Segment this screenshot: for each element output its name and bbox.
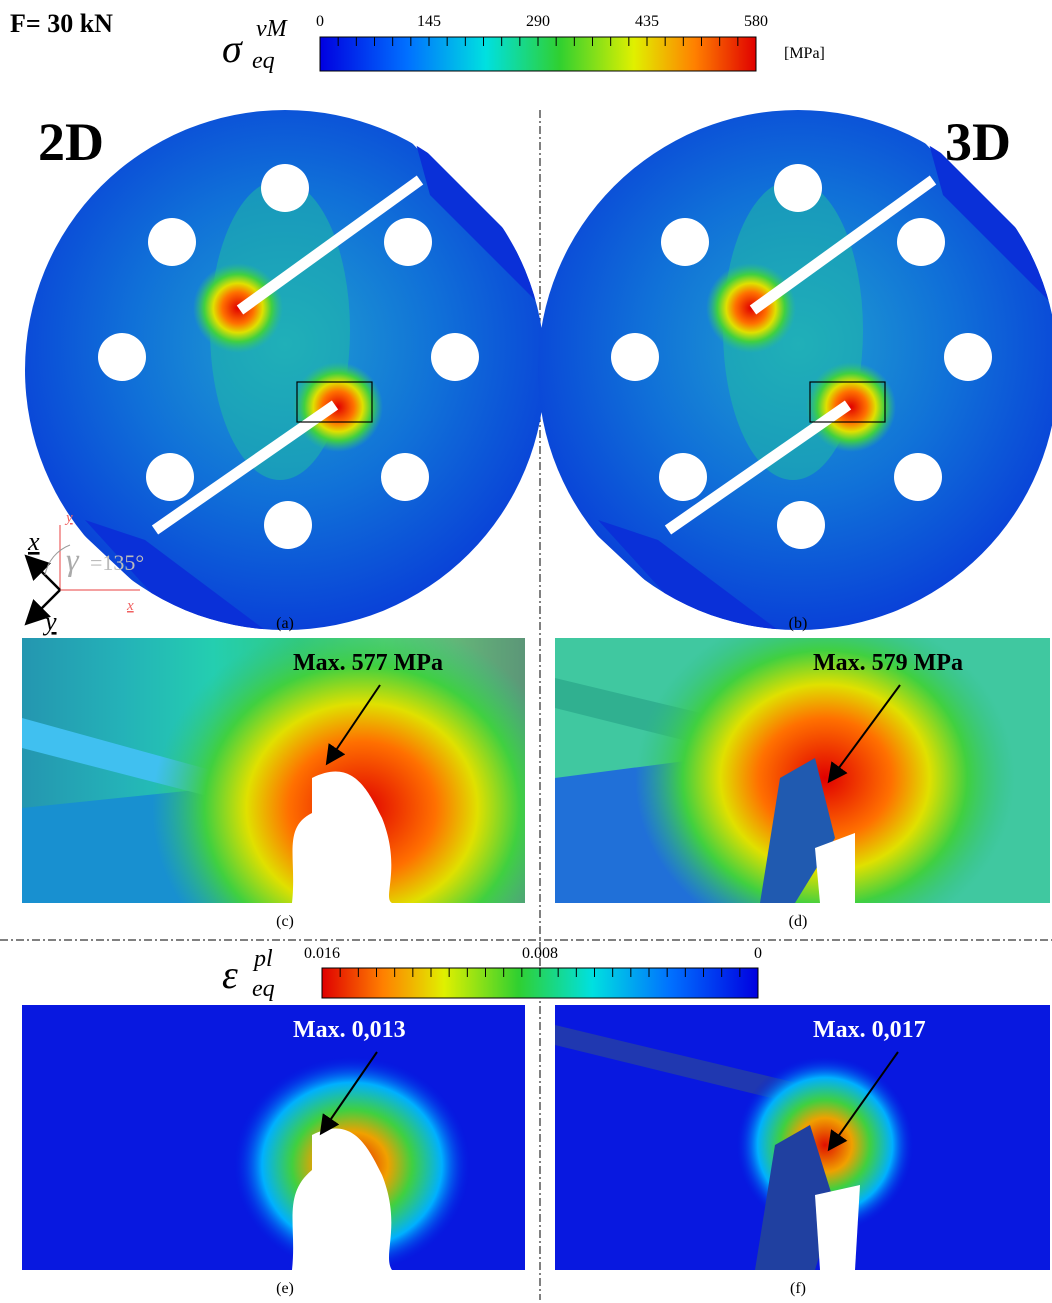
panel-title: 2D: [38, 112, 104, 172]
panel-label: (d): [789, 913, 808, 930]
panel-f-image: [555, 1005, 1050, 1270]
annotation-arrow: [319, 1051, 378, 1136]
max-annotation: Max. 0,017: [813, 1017, 926, 1043]
stress-superscript: vM: [256, 16, 289, 42]
stress-unit: [MPa]: [784, 45, 825, 62]
strain-tick: 0: [754, 945, 762, 962]
strain-subscript: eq: [252, 976, 275, 1002]
load-label: F= 30 kN: [10, 9, 113, 38]
stress-colorbar-ticks: [319, 37, 757, 46]
strain-tick: 0.008: [522, 945, 558, 962]
axis-x0: x: [126, 598, 134, 614]
panel-c-image: [22, 638, 525, 903]
stress-tick: 0: [316, 13, 324, 30]
stress-symbol: σ: [222, 26, 243, 71]
annotation-arrow: [827, 684, 901, 784]
panel-title: 3D: [945, 112, 1011, 172]
stress-tick: 145: [417, 13, 441, 30]
disc-3d: [538, 110, 1052, 630]
angle-symbol: γ: [66, 541, 80, 577]
panel-label: (a): [276, 615, 294, 632]
axis-x: x: [27, 527, 40, 556]
panel-label: (e): [276, 1280, 294, 1297]
panel-label: (b): [789, 615, 808, 632]
max-annotation: Max. 0,013: [293, 1017, 406, 1043]
max-annotation: Max. 577 MPa: [293, 650, 443, 676]
coordinate-triad: [24, 525, 140, 626]
stress-tick: 580: [744, 13, 768, 30]
axis-y: y: [42, 607, 57, 636]
annotation-arrow: [827, 1051, 899, 1152]
stress-tick: 435: [635, 13, 659, 30]
strain-symbol: ε: [222, 952, 238, 997]
panel-label: (c): [276, 913, 294, 930]
panel-e-image: [22, 1005, 525, 1270]
strain-colorbar-ticks: [321, 968, 759, 977]
stress-subscript: eq: [252, 48, 275, 74]
annotation-arrow: [325, 684, 381, 766]
stress-tick: 290: [526, 13, 550, 30]
angle-value: =135°: [90, 550, 144, 575]
strain-tick: 0.016: [304, 945, 340, 962]
axis-y0: y: [64, 510, 73, 526]
max-annotation: Max. 579 MPa: [813, 650, 963, 676]
strain-superscript: pl: [252, 946, 273, 972]
panel-d-image: [555, 638, 1050, 903]
panel-label: (f): [790, 1280, 806, 1297]
